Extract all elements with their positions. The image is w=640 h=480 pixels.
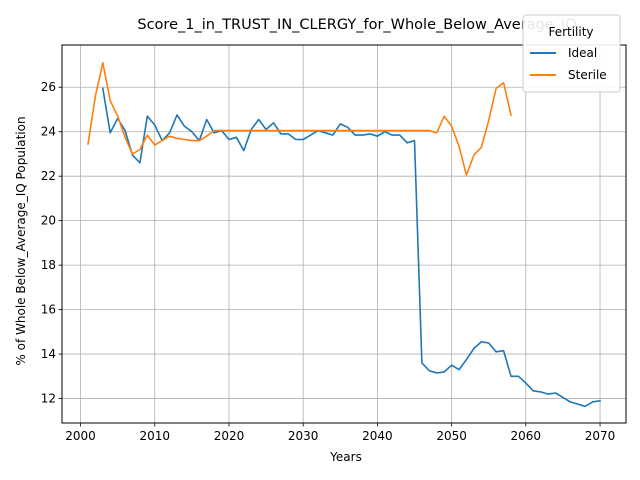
y-tick-label: 22 (41, 169, 56, 183)
y-tick-label: 20 (41, 214, 56, 228)
x-tick-label: 2060 (511, 429, 542, 443)
x-tick-label: 2070 (585, 429, 616, 443)
y-axis-label: % of Whole Below_Average_IQ Population (14, 116, 28, 365)
y-tick-label: 16 (41, 303, 56, 317)
series-layer (87, 61, 601, 408)
y-axis: 12 14 16 18 20 22 24 26 (41, 80, 62, 406)
legend-label-sterile: Sterile (568, 68, 607, 82)
x-tick-label: 2050 (436, 429, 467, 443)
x-tick-label: 2030 (288, 429, 319, 443)
legend-title: Fertility (548, 25, 593, 39)
plot-frame (61, 44, 627, 424)
y-tick-label: 26 (41, 80, 56, 94)
y-tick-label: 24 (41, 125, 56, 139)
grid-lines (62, 45, 626, 423)
legend-box (522, 14, 621, 93)
x-tick-label: 2000 (65, 429, 96, 443)
x-tick-label: 2010 (139, 429, 170, 443)
x-tick-label: 2020 (214, 429, 245, 443)
x-axis-label: Years (329, 450, 362, 464)
y-tick-label: 12 (41, 392, 56, 406)
y-tick-label: 18 (41, 258, 56, 272)
series-line-sterile (87, 61, 512, 176)
chart-title: Score_1_in_TRUST_IN_CLERGY_for_Whole_Bel… (137, 17, 576, 33)
x-axis: 2000 2010 2020 2030 2040 2050 2060 2070 (65, 423, 615, 443)
legend: Fertility Ideal Sterile (522, 14, 621, 93)
legend-label-ideal: Ideal (568, 46, 597, 60)
y-tick-label: 14 (41, 347, 56, 361)
x-tick-label: 2040 (362, 429, 393, 443)
